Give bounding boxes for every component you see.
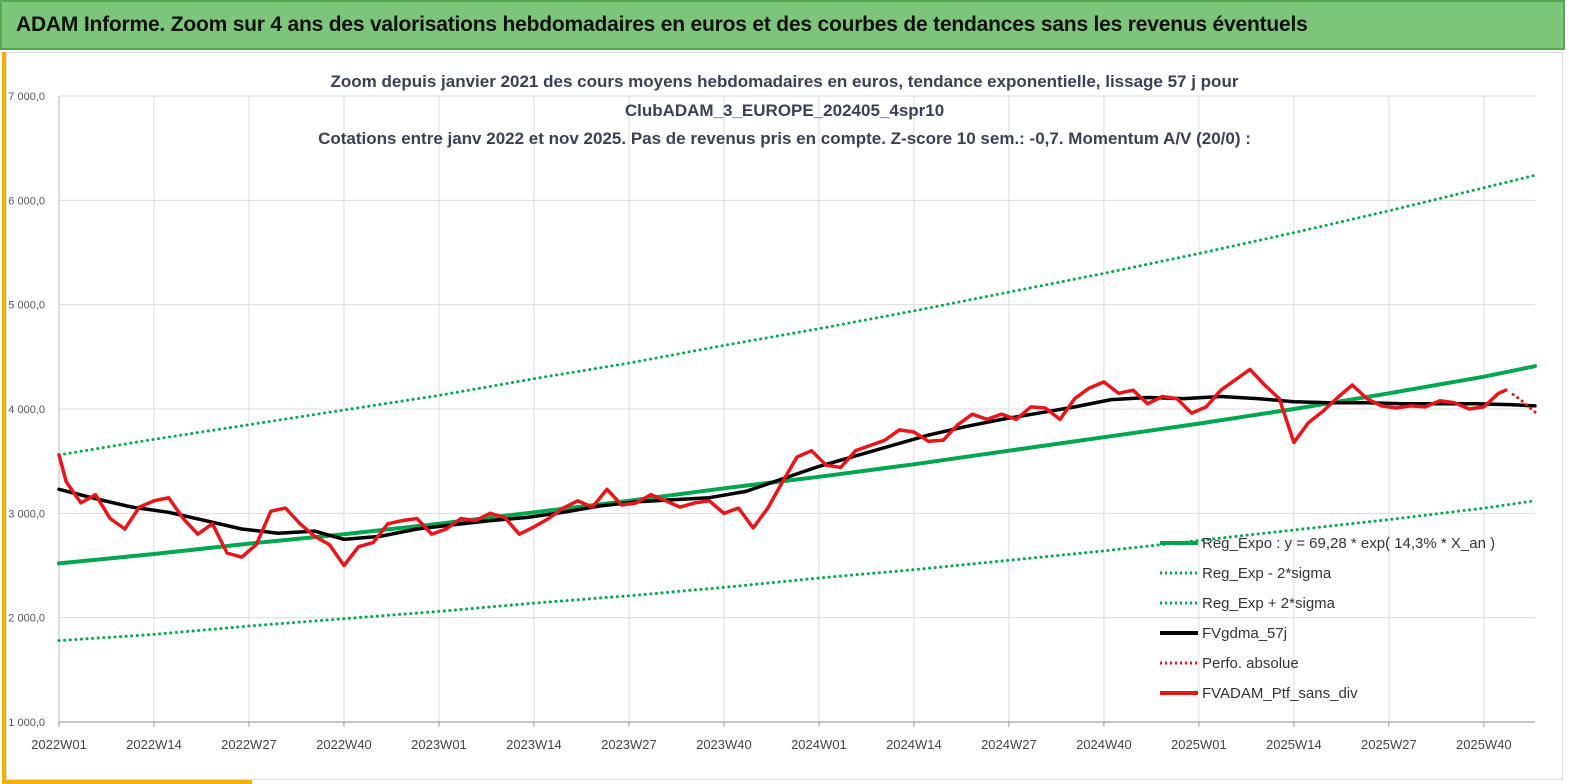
legend-item-reg-exp-plus: Reg_Exp + 2*sigma [1160, 593, 1540, 613]
y-tick-label: 4 000,0 [8, 404, 45, 416]
header-banner: ADAM Informe. Zoom sur 4 ans des valoris… [0, 0, 1565, 50]
legend-item-reg-expo: Reg_Expo : y = 69,28 * exp( 14,3% * X_an… [1160, 533, 1540, 553]
series-line-2 [57, 173, 1537, 457]
x-tick-label: 2024W14 [886, 737, 942, 752]
y-tick-label: 2 000,0 [8, 613, 45, 625]
x-tick-label: 2025W40 [1456, 737, 1512, 752]
chart-title-line-3: Cotations entre janv 2022 et nov 2025. P… [318, 129, 1251, 148]
y-tick-label: 5 000,0 [8, 300, 45, 312]
x-tick-label: 2025W27 [1361, 737, 1417, 752]
x-tick-label: 2025W01 [1171, 737, 1227, 752]
y-tick-label: 6 000,0 [8, 195, 45, 207]
y-tick-label: 3 000,0 [8, 508, 45, 520]
legend-label-reg-expo: Reg_Expo : y = 69,28 * exp( 14,3% * X_an… [1202, 535, 1496, 552]
x-tick-label: 2023W27 [601, 737, 657, 752]
x-tick-label: 2024W40 [1076, 737, 1132, 752]
legend-swatch-reg-exp-minus [1160, 571, 1198, 575]
gold-accent-bar-left [2, 52, 7, 782]
x-tick-label: 2025W14 [1266, 737, 1322, 752]
x-tick-label: 2022W14 [126, 737, 182, 752]
legend-label-fvadam-ptf: FVADAM_Ptf_sans_div [1202, 685, 1358, 702]
x-tick-label: 2023W40 [696, 737, 752, 752]
y-tick-label: 7 000,0 [8, 91, 45, 103]
legend-swatch-fvadam-ptf [1160, 691, 1198, 695]
chart-title-line-1: Zoom depuis janvier 2021 des cours moyen… [330, 72, 1239, 91]
x-tick-label: 2024W27 [981, 737, 1037, 752]
legend-label-fvgdma: FVgdma_57j [1202, 625, 1288, 642]
x-tick-label: 2024W01 [791, 737, 847, 752]
chart-frame [6, 52, 1563, 780]
series-line-4 [1511, 392, 1537, 414]
x-tick-label: 2023W14 [506, 737, 562, 752]
legend-label-reg-exp-plus: Reg_Exp + 2*sigma [1202, 595, 1335, 612]
legend-label-perfo-absolue: Perfo. absolue [1202, 655, 1299, 672]
gold-accent-bar-bottom [2, 780, 252, 784]
x-tick-label: 2023W01 [411, 737, 467, 752]
legend-swatch-perfo-absolue [1160, 661, 1198, 665]
x-tick-label: 2022W40 [316, 737, 372, 752]
series-line-5 [57, 367, 1508, 568]
y-tick-label: 1 000,0 [8, 717, 45, 729]
x-tick-label: 2022W27 [221, 737, 277, 752]
chart-title-line-2: ClubADAM_3_EUROPE_202405_4spr10 [624, 101, 945, 120]
legend-label-reg-exp-minus: Reg_Exp - 2*sigma [1202, 565, 1332, 582]
legend-item-reg-exp-minus: Reg_Exp - 2*sigma [1160, 563, 1540, 583]
legend-item-perfo-absolue: Perfo. absolue [1160, 653, 1540, 673]
legend-swatch-reg-expo [1160, 541, 1198, 545]
banner-title: ADAM Informe. Zoom sur 4 ans des valoris… [16, 13, 1308, 36]
legend-swatch-fvgdma [1160, 631, 1198, 635]
legend-item-fvgdma: FVgdma_57j [1160, 623, 1540, 643]
series-line-1 [57, 499, 1537, 643]
legend-item-fvadam-ptf: FVADAM_Ptf_sans_div [1160, 683, 1540, 703]
legend-swatch-reg-exp-plus [1160, 601, 1198, 605]
x-tick-label: 2022W01 [31, 737, 87, 752]
